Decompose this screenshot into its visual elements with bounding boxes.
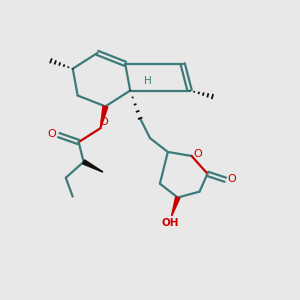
Polygon shape	[172, 197, 180, 215]
Text: O: O	[99, 117, 108, 127]
Text: O: O	[228, 174, 237, 184]
Text: O: O	[47, 129, 56, 139]
Polygon shape	[100, 106, 108, 128]
Text: O: O	[193, 149, 202, 159]
Text: OH: OH	[161, 218, 178, 228]
Polygon shape	[82, 160, 103, 172]
Text: H: H	[144, 76, 152, 85]
